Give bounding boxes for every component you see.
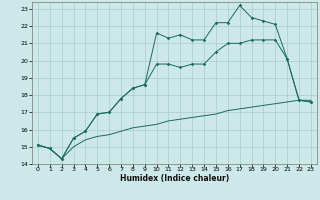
- X-axis label: Humidex (Indice chaleur): Humidex (Indice chaleur): [120, 174, 229, 183]
